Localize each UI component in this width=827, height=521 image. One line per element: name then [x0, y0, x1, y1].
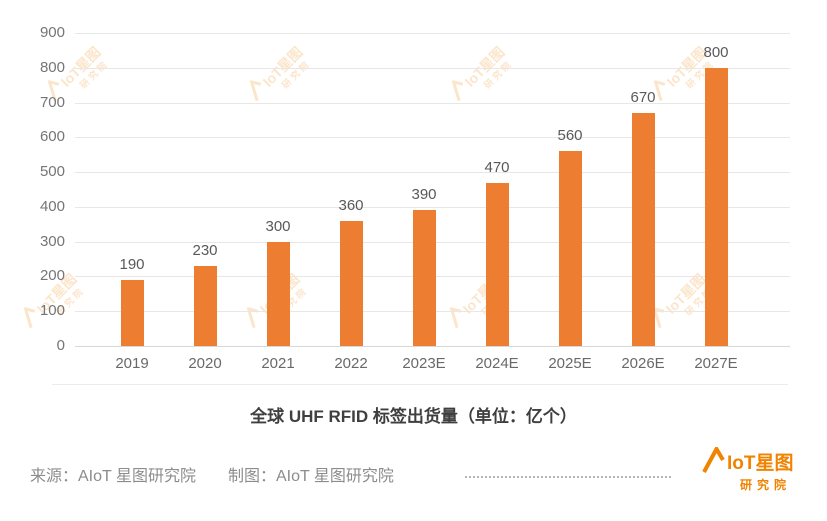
gridline [75, 67, 790, 69]
bar-value-label: 360 [338, 196, 364, 214]
bar-2021 [266, 241, 290, 346]
bar-2019 [120, 279, 144, 346]
gridline [75, 137, 790, 139]
bar-value-label: 190 [119, 255, 145, 273]
bar-2022 [339, 220, 363, 346]
y-axis-tick: 400 [39, 197, 65, 215]
bar-2025E [558, 151, 582, 346]
y-axis-tick: 200 [39, 267, 65, 285]
x-axis-tick: 2024E [475, 355, 519, 372]
x-axis-tick: 2020 [188, 355, 222, 372]
source-row: 来源：AIoT 星图研究院 制图：AIoT 星图研究院 [30, 462, 394, 486]
logo-text: IoT星图 [727, 453, 794, 474]
gridline [75, 33, 790, 34]
x-axis-tick: 2022 [334, 355, 368, 372]
x-axis-tick: 2027E [694, 355, 738, 372]
bar-2023E [412, 210, 436, 346]
divider-line [52, 384, 788, 385]
bar-2020 [193, 266, 217, 346]
bar-2027E [704, 67, 728, 346]
brand-logo: IoT星图 研究院 [702, 447, 814, 493]
bar-value-label: 300 [265, 217, 291, 235]
bar-value-label: 470 [484, 158, 510, 176]
bar-value-label: 800 [703, 43, 729, 61]
gridline [75, 172, 790, 174]
y-axis-tick: 300 [39, 232, 65, 250]
x-axis-tick: 2021 [261, 355, 295, 372]
credit-label: 制图：AIoT 星图研究院 [227, 468, 394, 485]
bar-value-label: 670 [630, 88, 656, 106]
bar-2026E [631, 112, 655, 346]
bar-value-label: 390 [411, 186, 437, 204]
y-axis-tick: 700 [39, 93, 65, 111]
dotted-divider [465, 476, 671, 478]
logo-wordmark: IoT星图 [702, 447, 814, 473]
y-axis-tick: 100 [39, 302, 65, 320]
y-axis-tick: 800 [39, 58, 65, 76]
logo-subtext: 研究院 [740, 478, 792, 492]
footer: 来源：AIoT 星图研究院 制图：AIoT 星图研究院 IoT星图 研究院 [0, 445, 827, 521]
gridline [75, 206, 790, 208]
x-axis-tick: 2023E [402, 355, 446, 372]
y-axis-tick: 900 [39, 24, 65, 41]
bar-value-label: 230 [192, 242, 218, 259]
gridline [75, 346, 790, 347]
gridline [75, 102, 790, 104]
x-axis-tick: 2025E [548, 355, 592, 372]
bar-value-label: 560 [557, 127, 583, 145]
source-label: 来源：AIoT 星图研究院 [30, 468, 196, 485]
x-axis-tick: 2026E [621, 355, 665, 372]
y-axis-tick: 600 [39, 128, 65, 146]
logo-a-icon [702, 447, 725, 473]
y-axis-tick: 0 [56, 337, 65, 354]
chart-title: 全球 UHF RFID 标签出货量（单位：亿个） [250, 407, 577, 426]
x-axis-tick: 2019 [115, 355, 149, 372]
y-axis-tick: 500 [39, 163, 65, 181]
bar-2024E [485, 182, 509, 346]
